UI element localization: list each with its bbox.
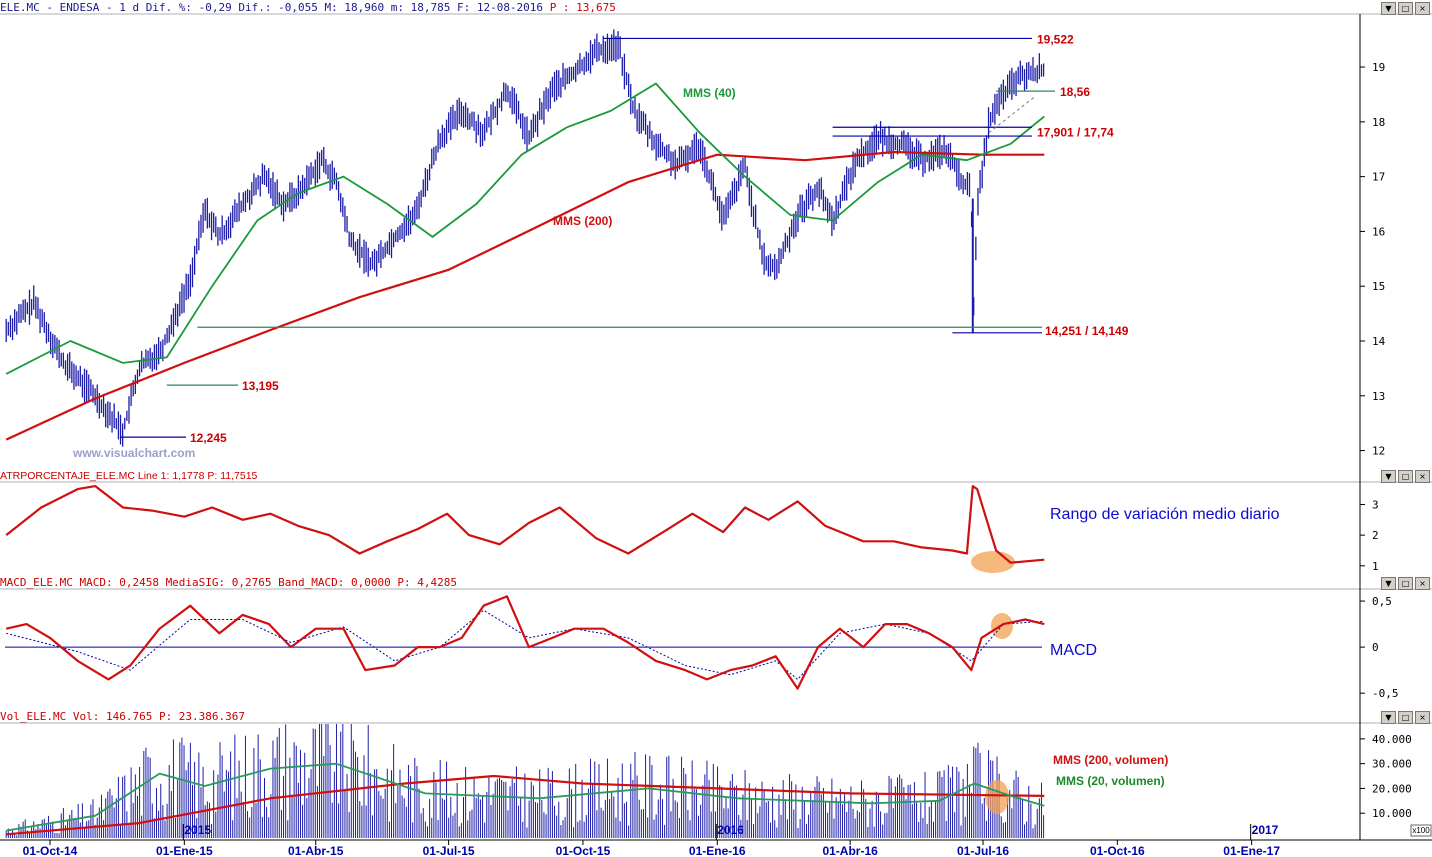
volume-highlight [985, 780, 1009, 814]
x-tick-label: 01-Jul-16 [957, 844, 1009, 857]
x-tick-label: 01-Oct-15 [556, 844, 611, 857]
y-tick-label: 16 [1372, 225, 1385, 238]
close-button[interactable]: × [1415, 2, 1430, 15]
atr-note: Rango de variación medio diario [1050, 506, 1280, 523]
y-tick-label: 14 [1372, 335, 1386, 348]
vol-mms20-line [6, 762, 1045, 832]
y-tick-label: 0 [1372, 641, 1379, 654]
macd-signal-line [6, 609, 1045, 680]
vol-mms20-label: MMS (20, volumen) [1056, 774, 1165, 788]
y-tick-label: 15 [1372, 280, 1385, 293]
atr-line [5, 485, 1045, 564]
close-button[interactable]: × [1415, 470, 1430, 483]
y-tick-label: 40.000 [1372, 733, 1412, 746]
price-annotation-label: 12,245 [190, 431, 227, 445]
x-tick-label: 01-Ene-17 [1223, 844, 1280, 857]
x-tick-label: 01-Ene-15 [156, 844, 213, 857]
volume-bars [5, 724, 1045, 838]
volume-unit-box [1410, 824, 1432, 837]
minimize-button[interactable]: ▼ [1381, 470, 1396, 483]
price-annotation-label: 14,251 / 14,149 [1045, 324, 1129, 338]
atr-window-controls: ▼ □ × [1381, 470, 1430, 483]
price-annotation-label: 17,901 / 17,74 [1037, 126, 1114, 140]
vol-mms200-label: MMS (200, volumen) [1053, 753, 1168, 767]
macd-line [5, 595, 1045, 690]
close-button[interactable]: × [1415, 711, 1430, 724]
y-tick-label: 17 [1372, 171, 1385, 184]
price-panel-header: ELE.MC - ENDESA - 1 d Dif. %: -0,29 Dif.… [0, 1, 616, 14]
macd-panel-header: MACD_ELE.MC MACD: 0,2458 MediaSIG: 0,276… [0, 576, 457, 589]
macd-note: MACD [1050, 642, 1097, 659]
price-annotation-label: 18,56 [1060, 85, 1090, 99]
atr-panel-header: ATRPORCENTAJE_ELE.MC Line 1: 1,1778 P: 1… [0, 470, 258, 482]
y-tick-label: 2 [1372, 529, 1379, 542]
mms40-line [5, 82, 1045, 375]
y-tick-label: 20.000 [1372, 782, 1412, 795]
x-tick-label: 01-Oct-14 [23, 844, 78, 857]
minimize-button[interactable]: ▼ [1381, 2, 1396, 15]
minimize-button[interactable]: ▼ [1381, 711, 1396, 724]
year-label: 2017 [1252, 823, 1279, 837]
y-tick-label: -0,5 [1372, 687, 1399, 700]
macd-window-controls: ▼ □ × [1381, 577, 1430, 590]
watermark: www.visualchart.com [72, 446, 195, 460]
x-tick-label: 01-Abr-15 [288, 844, 344, 857]
y-tick-label: 10.000 [1372, 807, 1412, 820]
x-tick-label: 01-Ene-16 [689, 844, 746, 857]
minimize-button[interactable]: ▼ [1381, 577, 1396, 590]
y-tick-label: 3 [1372, 498, 1379, 511]
price-annotation-label: 13,195 [242, 379, 279, 393]
y-tick-label: 30.000 [1372, 758, 1412, 771]
mms200-line [5, 150, 1045, 441]
volume-unit-label: x100 [1412, 826, 1430, 835]
vol-mms200-line [6, 774, 1045, 836]
y-tick-label: 12 [1372, 445, 1385, 458]
y-tick-label: 1 [1372, 560, 1379, 573]
price-bars [5, 29, 1045, 447]
maximize-button[interactable]: □ [1398, 470, 1413, 483]
y-tick-label: 0,5 [1372, 595, 1392, 608]
x-tick-label: 01-Oct-16 [1090, 844, 1145, 857]
vol-panel-header: Vol_ELE.MC Vol: 146.765 P: 23.386.367 [0, 710, 246, 723]
x-tick-label: 01-Jul-15 [423, 844, 475, 857]
y-tick-label: 19 [1372, 61, 1385, 74]
maximize-button[interactable]: □ [1398, 2, 1413, 15]
vol-window-controls: ▼ □ × [1381, 711, 1430, 724]
year-label: 2015 [184, 823, 211, 837]
price-annotation-label: 19,522 [1037, 32, 1074, 46]
mms200-label: MMS (200) [553, 214, 612, 228]
year-label: 2016 [717, 823, 744, 837]
price-window-controls: ▼ □ × [1381, 2, 1430, 15]
y-tick-label: 13 [1372, 390, 1385, 403]
maximize-button[interactable]: □ [1398, 577, 1413, 590]
close-button[interactable]: × [1415, 577, 1430, 590]
x-tick-label: 01-Abr-16 [822, 844, 878, 857]
maximize-button[interactable]: □ [1398, 711, 1413, 724]
y-tick-label: 18 [1372, 116, 1385, 129]
mms40-label: MMS (40) [683, 86, 736, 100]
